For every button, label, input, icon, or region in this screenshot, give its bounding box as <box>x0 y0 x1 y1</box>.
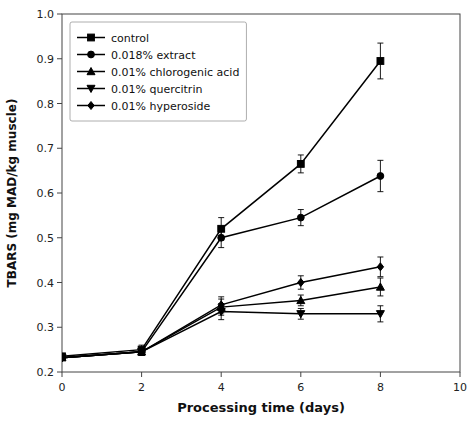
x-tick-label: 10 <box>453 381 467 394</box>
data-point <box>376 283 384 290</box>
data-point <box>62 354 66 361</box>
data-point <box>297 296 305 303</box>
data-point <box>62 354 65 362</box>
y-tick-label: 1.0 <box>37 8 55 21</box>
y-tick <box>57 282 62 283</box>
y-tick-label: 0.9 <box>37 53 55 66</box>
y-tick <box>57 148 62 149</box>
legend-label: 0.01% hyperoside <box>111 100 210 113</box>
y-tick <box>57 58 62 59</box>
error-bar <box>377 257 383 277</box>
x-tick <box>460 372 461 377</box>
data-point <box>377 58 384 65</box>
x-tick-label: 2 <box>138 381 145 394</box>
error-bar <box>139 348 145 355</box>
x-axis: 0 2 4 6 8 10 <box>59 372 468 394</box>
y-tick <box>57 103 62 104</box>
series-line <box>62 176 380 358</box>
legend-marker <box>88 34 95 41</box>
data-point <box>62 354 65 361</box>
y-tick <box>57 237 62 238</box>
error-bar <box>377 278 383 296</box>
y-tick-label: 0.4 <box>37 277 55 290</box>
data-point <box>138 348 144 356</box>
error-bar <box>218 297 224 313</box>
series <box>62 257 384 362</box>
legend-item: control <box>77 32 149 45</box>
error-bar <box>377 306 383 322</box>
error-bar <box>298 155 304 173</box>
x-tick-label: 4 <box>218 381 225 394</box>
error-bar <box>139 348 145 355</box>
error-bar <box>298 210 304 226</box>
data-point <box>297 311 305 318</box>
legend-marker <box>87 68 95 75</box>
x-tick-label: 6 <box>297 381 304 394</box>
error-bar <box>377 43 383 79</box>
x-tick-label: 8 <box>377 381 384 394</box>
error-bar <box>298 295 304 306</box>
plot-frame <box>62 14 460 372</box>
error-bar <box>298 308 304 319</box>
data-point <box>138 348 146 355</box>
y-tick-label: 0.2 <box>37 366 55 379</box>
y-tick <box>57 372 62 373</box>
y-tick <box>57 193 62 194</box>
y-tick-label: 0.7 <box>37 142 55 155</box>
error-bar <box>139 348 145 355</box>
y-tick-label: 0.8 <box>37 98 55 111</box>
data-point <box>377 263 383 271</box>
data-point <box>297 161 304 168</box>
error-bar <box>298 276 304 289</box>
x-tick <box>380 372 381 377</box>
y-axis-label: TBARS (mg MAD/kg muscle) <box>5 99 19 288</box>
data-point <box>62 354 66 361</box>
y-tick-label: 0.3 <box>37 321 55 334</box>
legend-marker <box>88 102 94 110</box>
error-bar <box>218 228 224 248</box>
error-bar <box>139 348 145 355</box>
x-tick <box>141 372 142 377</box>
x-tick <box>300 372 301 377</box>
x-tick <box>221 372 222 377</box>
data-point <box>218 234 225 241</box>
series-line <box>62 267 380 358</box>
data-point <box>377 173 384 180</box>
data-point <box>138 348 145 355</box>
data-point <box>376 311 384 318</box>
legend-item: 0.01% chlorogenic acid <box>77 66 239 79</box>
legend-label: 0.01% chlorogenic acid <box>111 66 239 79</box>
error-bar <box>377 160 383 191</box>
x-tick <box>62 372 63 377</box>
y-tick-label: 0.5 <box>37 232 55 245</box>
data-point <box>297 214 304 221</box>
legend-box <box>70 22 246 121</box>
series <box>62 160 384 361</box>
chart: 0 2 4 6 8 10 0.2 0.3 0.4 0.5 0.6 0.7 0.8 0.9 1.0 Proces… <box>0 0 474 424</box>
series <box>62 278 384 361</box>
x-tick-label: 0 <box>59 381 66 394</box>
legend-label: 0.018% extract <box>111 49 196 62</box>
series <box>62 304 384 362</box>
y-tick <box>57 14 62 15</box>
legend-label: control <box>111 32 149 45</box>
legend-label: 0.01% quercitrin <box>111 83 202 96</box>
y-axis: 0.2 0.3 0.4 0.5 0.6 0.7 0.8 0.9 1.0 <box>37 8 63 379</box>
legend-marker <box>88 51 95 58</box>
data-point <box>218 301 224 309</box>
legend-item: 0.018% extract <box>77 49 196 62</box>
legend-marker <box>87 85 95 92</box>
series-line <box>62 287 380 358</box>
legend-item: 0.01% hyperoside <box>77 100 210 113</box>
legend: control 0.018% extract 0.01% chlorogenic a… <box>70 22 246 121</box>
x-axis-label: Processing time (days) <box>177 400 345 415</box>
y-tick <box>57 327 62 328</box>
legend-item: 0.01% quercitrin <box>77 83 202 96</box>
y-tick-label: 0.6 <box>37 187 55 200</box>
data-point <box>298 279 304 287</box>
